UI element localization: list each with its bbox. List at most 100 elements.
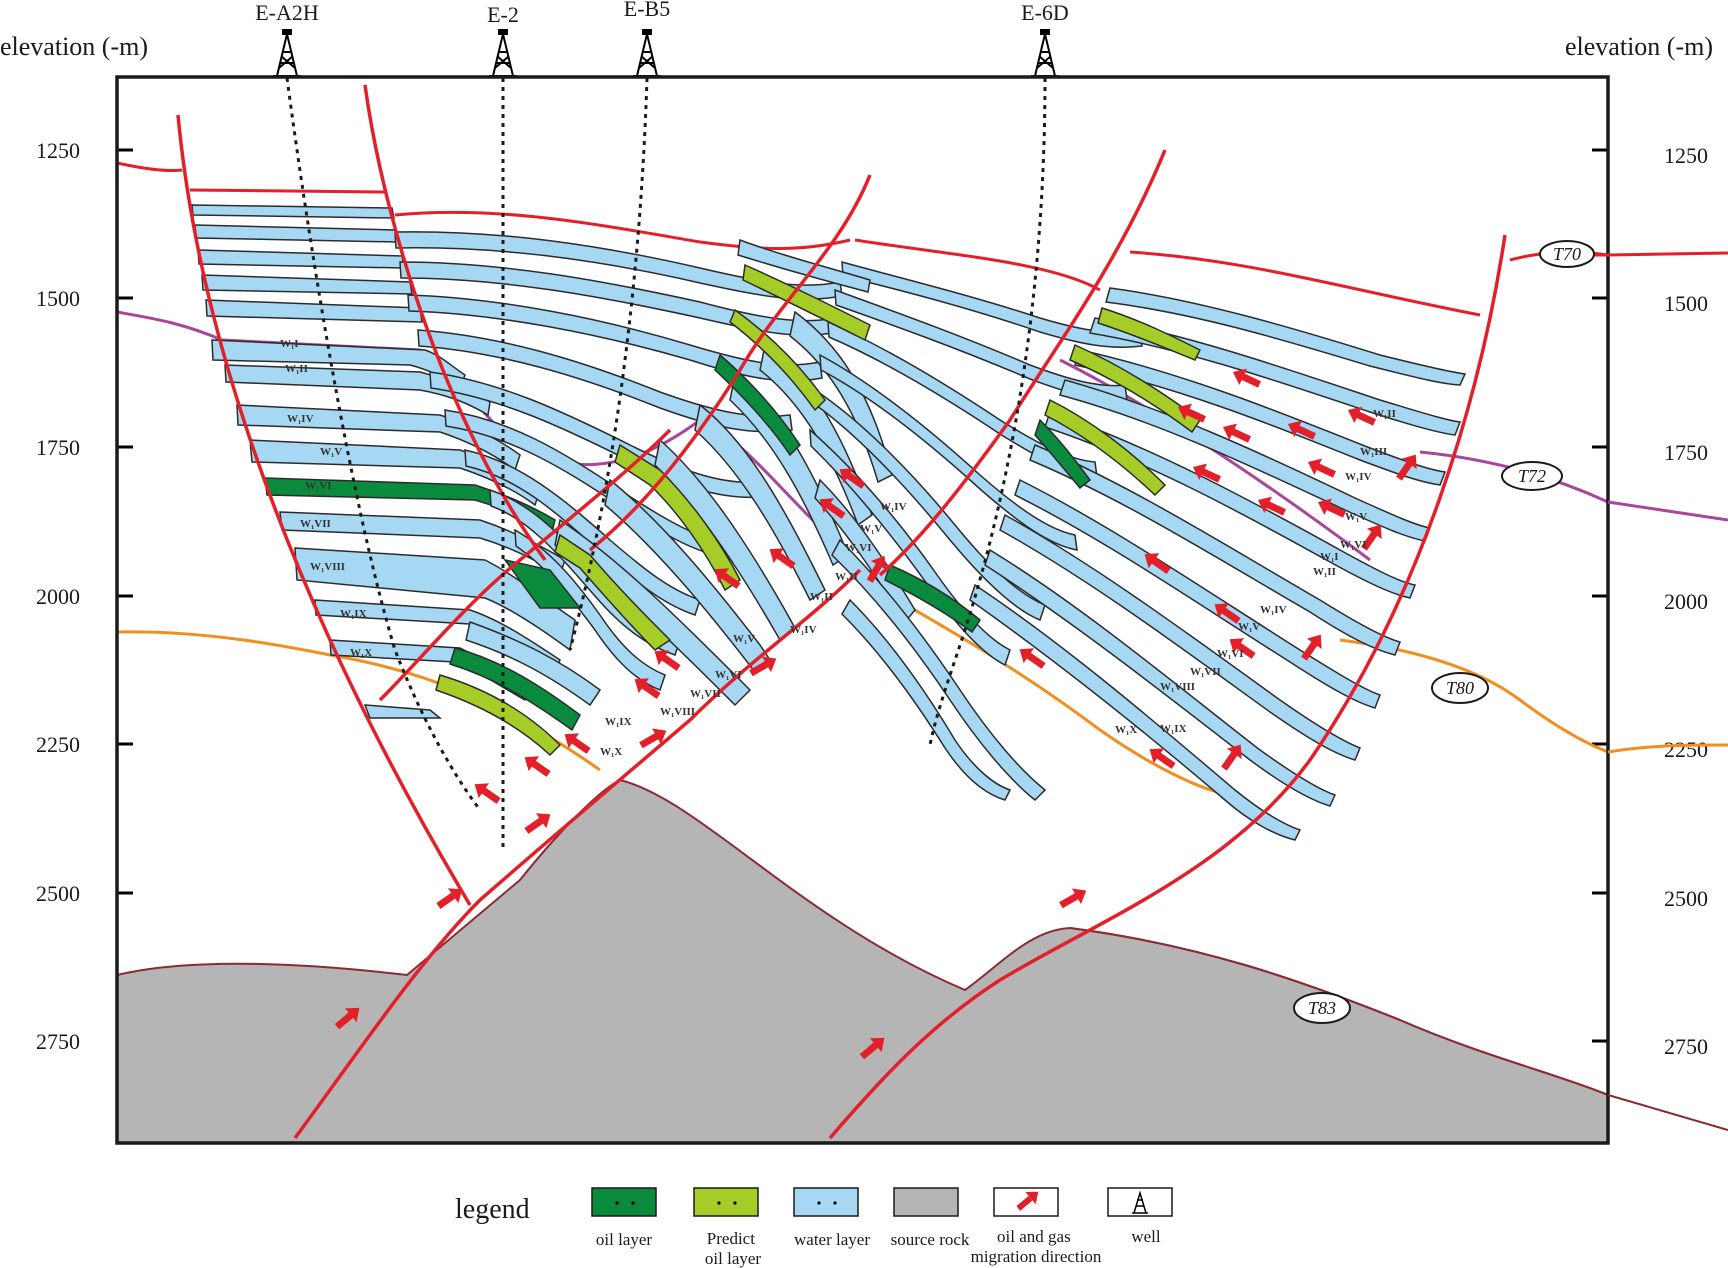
legend: legend oil layer Predict oil layer water… <box>455 1187 1173 1268</box>
plot-frame <box>115 75 1610 1145</box>
strata-block-5 <box>969 287 1467 841</box>
layer-label: W₁IV <box>1345 471 1372 483</box>
tick-label-left: 1750 <box>36 435 80 460</box>
legend-label: oil and gas migration direction <box>971 1227 1102 1266</box>
layer-label: W₁I <box>280 338 299 350</box>
legend-title: legend <box>455 1194 530 1225</box>
layer-label: W₁X <box>600 746 622 758</box>
layer-label: W₁X <box>350 647 372 659</box>
horizon-t80-ext <box>1607 743 1728 754</box>
legend-item-migration: oil and gas migration direction <box>971 1187 1102 1266</box>
layer-label: W₁V <box>320 446 342 458</box>
layer-label: W₁V <box>1238 621 1260 633</box>
legend-label-line: oil layer <box>705 1249 762 1268</box>
legend-label-line: migration direction <box>971 1247 1102 1266</box>
layer-label: W₁V <box>860 523 882 535</box>
layer-label: W₁VI <box>715 669 742 681</box>
right-axis-title: elevation (-m) <box>1565 32 1713 61</box>
well-icon <box>273 29 301 77</box>
layer-label: W₁V <box>1345 511 1367 523</box>
layer-label: W₁III <box>1360 446 1387 458</box>
migration-arrows <box>334 368 1417 1060</box>
tick-label-left: 1250 <box>36 138 80 163</box>
migration-arrow-icon <box>1016 1191 1039 1211</box>
layer-label: W₁VI <box>845 542 872 554</box>
legend-item-well: well <box>1107 1187 1173 1246</box>
horizon-t70 <box>117 161 1608 317</box>
well-icon <box>1132 1190 1148 1214</box>
layer-label: W₁VI <box>305 480 332 492</box>
horizon-tag-t72: T72 <box>1501 461 1563 491</box>
legend-label: Predict oil layer <box>705 1229 762 1268</box>
layer-label: W₁II <box>285 363 308 375</box>
tick-label-right: 2500 <box>1664 886 1708 911</box>
tick-label-right: 2750 <box>1664 1034 1708 1059</box>
well-label-e-a2h: E-A2H <box>255 0 319 25</box>
horizon-t83 <box>1069 927 1608 1096</box>
legend-label: source rock <box>891 1230 970 1249</box>
layer-label: W₁IX <box>605 716 632 728</box>
well-tracks <box>285 77 1047 850</box>
layer-label: W₁II <box>835 571 858 583</box>
legend-item-source-rock: source rock <box>891 1187 970 1249</box>
layer-label: W₁VII <box>690 688 721 700</box>
horizon-t83-ext <box>1607 1094 1728 1131</box>
tick-label-left: 2250 <box>36 732 80 757</box>
legend-item-oil-layer: oil layer <box>591 1187 657 1249</box>
layer-label: W₁II <box>1373 408 1396 420</box>
tick-label-left: 2750 <box>36 1029 80 1054</box>
horizon-tag-t80: T80 <box>1431 672 1489 704</box>
layer-label: W₁IV <box>880 501 907 513</box>
layer-label: W₁IX <box>340 608 367 620</box>
layer-label: W₁IX <box>1160 723 1187 735</box>
tick-label-right: 2250 <box>1664 737 1708 762</box>
well-icon <box>489 29 517 77</box>
legend-label: oil layer <box>596 1230 653 1249</box>
layer-label: W₁IV <box>287 413 314 425</box>
legend-item-water-layer: water layer <box>793 1187 870 1249</box>
left-axis-title: elevation (-m) <box>0 32 148 61</box>
tick-label-right: 1500 <box>1664 291 1708 316</box>
well-label-e-6d: E-6D <box>1021 0 1069 25</box>
layer-label: W₁VI <box>1340 539 1367 551</box>
legend-label-line: oil and gas <box>997 1227 1071 1246</box>
horizon-tag-t83: T83 <box>1293 992 1351 1024</box>
horizon-tag-t72-label: T72 <box>1518 466 1546 486</box>
layer-label: W₁VIII <box>660 706 695 718</box>
horizon-t72-ext <box>1607 500 1728 522</box>
source-rock <box>117 778 1608 1143</box>
layer-label: W₁VII <box>1190 666 1221 678</box>
tick-label-left: 1500 <box>36 286 80 311</box>
layer-label: W₁VI <box>1217 648 1244 660</box>
horizon-tag-t83-label: T83 <box>1308 998 1336 1018</box>
well-icon <box>1031 29 1059 77</box>
legend-label: well <box>1131 1227 1161 1246</box>
well-label-e-2: E-2 <box>487 2 519 27</box>
layer-label: W₁I <box>1320 551 1339 563</box>
layer-label: W₁VIII <box>1160 681 1195 693</box>
legend-label-line: Predict <box>707 1229 755 1248</box>
well-icon <box>633 29 661 77</box>
tick-label-right: 2000 <box>1664 589 1708 614</box>
horizon-tag-t70: T70 <box>1539 240 1595 268</box>
layer-label: W₁VIII <box>310 561 345 573</box>
layer-label: W₁IV <box>790 624 817 636</box>
strata-block-4 <box>714 238 1143 802</box>
tick-label-right: 1750 <box>1664 440 1708 465</box>
layer-label: W₁VII <box>300 518 331 530</box>
layer-label: W₁X <box>1115 724 1137 736</box>
horizon-tag-t70-label: T70 <box>1553 244 1581 264</box>
layer-label: W₁II <box>1313 566 1336 578</box>
layer-label: W₁IV <box>1260 604 1287 616</box>
legend-item-predict-oil-layer: Predict oil layer <box>693 1187 762 1268</box>
well-label-e-b5: E-B5 <box>624 0 670 21</box>
layer-label: W₁II <box>810 591 833 603</box>
legend-label: water layer <box>794 1230 870 1249</box>
layer-label: W₁V <box>733 633 755 645</box>
tick-label-left: 2500 <box>36 881 80 906</box>
tick-label-right: 1250 <box>1664 143 1708 168</box>
faults <box>176 84 1507 1140</box>
tick-label-left: 2000 <box>36 584 80 609</box>
horizon-tag-t80-label: T80 <box>1446 678 1474 698</box>
